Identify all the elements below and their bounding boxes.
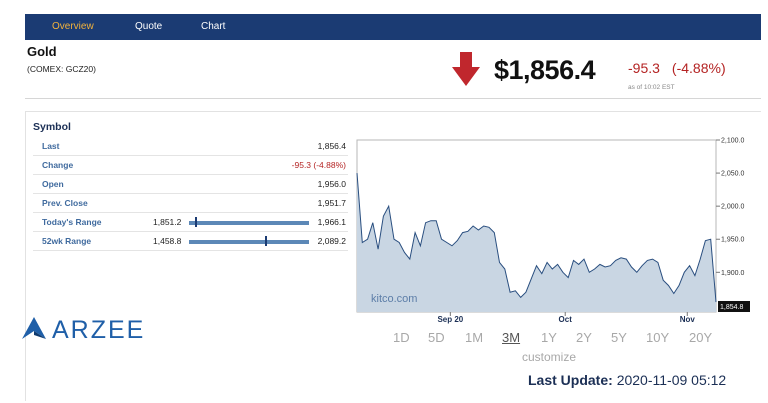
range-marker — [195, 217, 197, 227]
panel-title: Symbol — [33, 121, 71, 133]
price-area — [357, 173, 716, 312]
tab-chart[interactable]: Chart — [201, 21, 226, 32]
header-divider — [25, 98, 761, 99]
row-label: Change — [42, 160, 74, 170]
price-line — [356, 173, 717, 303]
row-label: Today's Range — [42, 217, 102, 227]
y-tick-label: 1,900.0 — [721, 270, 744, 277]
row-value: 1,951.7 — [317, 198, 346, 208]
tab-overview[interactable]: Overview — [52, 21, 94, 32]
row-label: Open — [42, 179, 64, 189]
logo-mark — [22, 317, 46, 339]
logo-text: ARZEE — [52, 316, 145, 343]
row-52wk-range: 52wk Range 1,458.8 2,089.2 — [33, 232, 348, 251]
row-change: Change -95.3 (-4.88%) — [33, 156, 348, 175]
y-tick-label: 2,050.0 — [721, 171, 744, 178]
x-tick-label: Oct — [559, 315, 573, 324]
symbol-name: Gold — [27, 44, 57, 59]
range-1y[interactable]: 1Y — [541, 330, 557, 345]
range-2y[interactable]: 2Y — [576, 330, 592, 345]
range-1m[interactable]: 1M — [465, 330, 484, 345]
nav-bar: Overview Quote Chart — [25, 14, 761, 40]
change-value: -95.3 — [628, 60, 660, 76]
range-bar — [189, 221, 309, 225]
range-low: 1,458.8 — [153, 236, 182, 246]
last-update-value: 2020-11-09 05:12 — [616, 372, 727, 388]
row-label: Prev. Close — [42, 198, 88, 208]
change-percent: (-4.88%) — [671, 60, 726, 76]
row-label: Last — [42, 141, 60, 151]
y-tick-label: 1,950.0 — [721, 237, 744, 244]
symbol-exchange: (COMEX: GCZ20) — [27, 64, 96, 74]
arzee-logo: ARZEE — [22, 316, 145, 343]
row-value: -95.3 (-4.88%) — [291, 160, 346, 170]
chart-watermark: kitco.com — [371, 293, 417, 305]
current-value-tag — [718, 301, 750, 312]
range-10y[interactable]: 10Y — [646, 330, 670, 345]
range-1d[interactable]: 1D — [393, 330, 410, 345]
range-5y[interactable]: 5Y — [611, 330, 627, 345]
range-low: 1,851.2 — [153, 217, 182, 227]
row-label: 52wk Range — [42, 236, 92, 246]
price-change: -95.3 (-4.88%) — [628, 60, 726, 76]
row-todays-range: Today's Range 1,851.2 1,966.1 — [33, 213, 348, 232]
customize-link[interactable]: customize — [522, 350, 577, 364]
y-axis: 2,100.0 2,050.0 2,000.0 1,950.0 1,900.0 — [716, 138, 744, 277]
last-update: Last Update: 2020-11-09 05:12 — [528, 372, 726, 388]
row-last: Last 1,856.4 — [33, 137, 348, 156]
last-update-label: Last Update: — [528, 372, 613, 388]
down-arrow-icon — [452, 52, 480, 86]
current-price: $1,856.4 — [494, 55, 596, 85]
range-selector: 1D 5D 1M 3M 1Y 2Y 5Y 10Y 20Y — [393, 330, 723, 348]
y-tick-label: 2,000.0 — [721, 204, 744, 211]
row-value: 1,856.4 — [317, 141, 346, 151]
range-20y[interactable]: 20Y — [689, 330, 713, 345]
x-axis: Sep 20 Oct Nov — [437, 312, 695, 324]
range-high: 1,966.1 — [317, 217, 346, 227]
symbol-panel — [25, 111, 761, 401]
range-high: 2,089.2 — [317, 236, 346, 246]
range-bar — [189, 240, 309, 244]
current-value-label: 1,854.8 — [720, 304, 743, 311]
x-tick-label: Sep 20 — [437, 315, 463, 324]
row-value: 1,956.0 — [317, 179, 346, 189]
tab-quote[interactable]: Quote — [135, 21, 163, 32]
logo-mark-shadow — [34, 331, 46, 339]
range-5d[interactable]: 5D — [428, 330, 445, 345]
row-prev-close: Prev. Close 1,951.7 — [33, 194, 348, 213]
y-tick-label: 2,100.0 — [721, 138, 744, 145]
x-tick-label: Nov — [680, 315, 696, 324]
range-3m[interactable]: 3M — [502, 330, 521, 345]
row-open: Open 1,956.0 — [33, 175, 348, 194]
as-of-time: as of 10:02 EST — [628, 84, 675, 91]
range-marker — [264, 236, 267, 246]
